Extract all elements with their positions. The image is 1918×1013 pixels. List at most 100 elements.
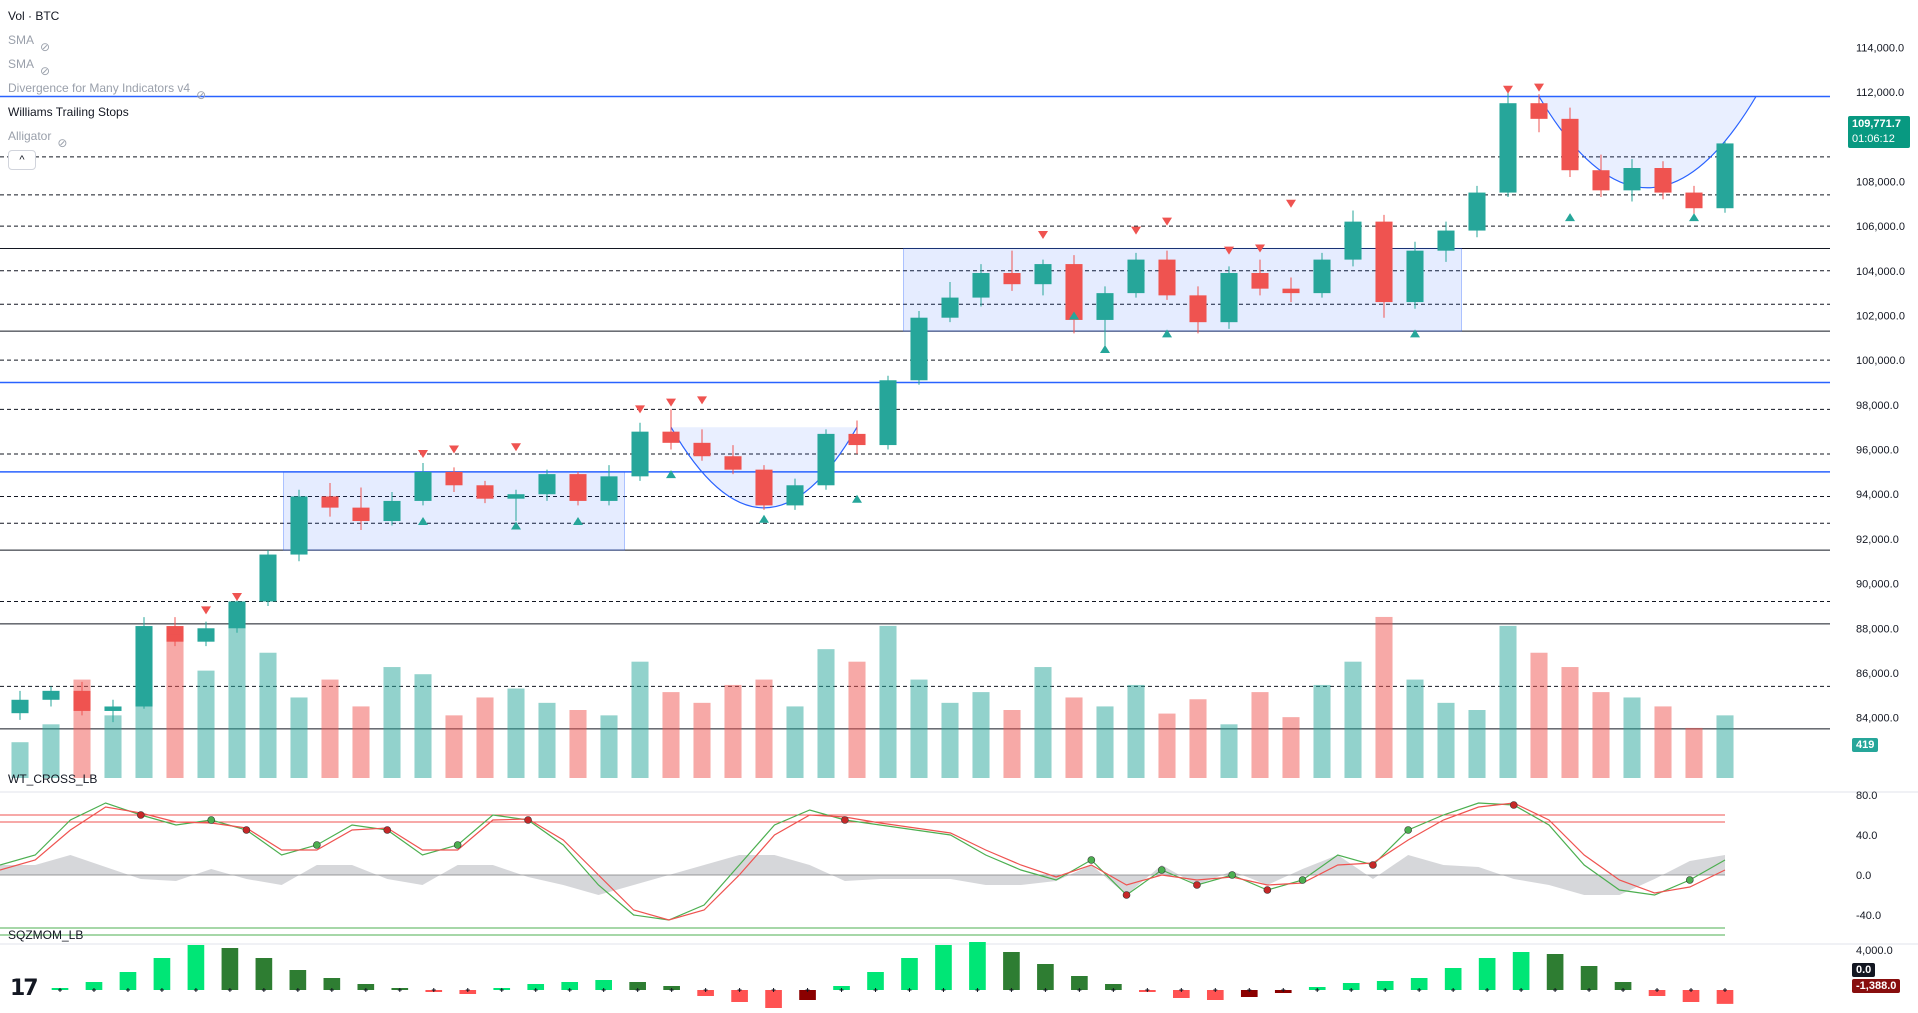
sqz-momentum-bar — [731, 990, 748, 1002]
sqz-zero-marker — [1519, 988, 1524, 992]
candle-body — [259, 554, 277, 602]
sqz-zero-marker — [465, 988, 470, 992]
sqz-zero-marker — [1281, 988, 1286, 992]
hidden-eye-icon[interactable]: ⊘ — [57, 136, 68, 150]
wt-cross-dot — [1122, 891, 1131, 899]
wt-cross-dot — [207, 816, 216, 824]
tradingview-logo[interactable]: 17 — [10, 976, 39, 1001]
volume-bar — [600, 715, 618, 778]
price-axis-tick: 106,000.0 — [1856, 221, 1905, 233]
price-axis-tick: 86,000.0 — [1856, 668, 1899, 680]
sqz-zero-marker — [159, 988, 164, 992]
volume-bar — [507, 688, 525, 778]
sqz-momentum-bar — [289, 970, 307, 990]
candle-body — [445, 471, 463, 486]
candle-body — [135, 626, 153, 707]
legend-divergence[interactable]: Divergence for Many Indicators v4 ⊘ — [8, 76, 210, 102]
sqz-zero-tag: 0.0 — [1852, 963, 1876, 977]
sqz-momentum-bar — [527, 984, 545, 990]
volume-bar — [1158, 713, 1176, 778]
sqz-momentum-bar — [1716, 990, 1734, 1004]
resistance-marker — [201, 606, 211, 615]
sqz-momentum-bar — [1546, 954, 1564, 990]
hidden-eye-icon[interactable]: ⊘ — [196, 88, 207, 102]
wt-cross-dot — [242, 826, 251, 834]
sqz-momentum-bar — [799, 990, 816, 1000]
sqz-zero-marker — [1621, 988, 1626, 992]
candle-body — [1344, 221, 1362, 260]
sqz-zero-marker — [261, 988, 266, 992]
volume-bar — [1127, 684, 1145, 778]
price-axis-tick: 104,000.0 — [1856, 266, 1905, 278]
hidden-eye-icon[interactable]: ⊘ — [40, 64, 51, 78]
sqz-zero-marker — [1077, 988, 1082, 992]
legend-volume[interactable]: Vol · BTC — [8, 4, 210, 28]
collapse-legend-button[interactable]: ^ — [8, 150, 36, 170]
sqz-zero-marker — [1417, 988, 1422, 992]
candle-body — [755, 469, 773, 506]
candle-body — [1468, 192, 1486, 231]
sqz-zero-marker — [703, 988, 708, 992]
legend-williams[interactable]: Williams Trailing Stops — [8, 100, 210, 124]
sqz-zero-marker — [567, 988, 572, 992]
candle-body — [1375, 221, 1393, 303]
candle-body — [1282, 288, 1300, 294]
candle-body — [1561, 118, 1579, 171]
candle-body — [1592, 170, 1610, 191]
volume-bar — [352, 706, 370, 778]
sqz-momentum-bar — [1240, 990, 1258, 997]
sqz-zero-marker — [1315, 988, 1320, 992]
sqz-zero-marker — [601, 988, 606, 992]
wt-cross-dot — [524, 816, 532, 824]
volume-bar — [724, 684, 742, 778]
price-axis-tick: 90,000.0 — [1856, 579, 1899, 591]
sqz-momentum-bar — [629, 982, 646, 990]
legend-sma-1[interactable]: SMA ⊘ — [8, 28, 210, 54]
wt-cross-dot — [453, 841, 462, 849]
volume-bar — [1189, 699, 1207, 778]
sqz-zero-marker — [1553, 988, 1558, 992]
legend-sma-2[interactable]: SMA ⊘ — [8, 52, 210, 78]
support-marker — [1069, 311, 1079, 320]
sqz-momentum-bar — [1003, 952, 1020, 990]
legend-volume-label: Vol · BTC — [8, 9, 60, 23]
legend-alligator[interactable]: Alligator ⊘ — [8, 124, 210, 150]
volume-tag: 419 — [1852, 738, 1879, 752]
candle-body — [662, 431, 680, 443]
volume-bar — [1065, 697, 1083, 778]
price-axis-tick: 102,000.0 — [1856, 310, 1905, 322]
resistance-marker — [232, 593, 242, 601]
support-marker — [573, 517, 583, 526]
sqz-momentum-bar — [323, 978, 341, 990]
candle-body — [11, 699, 29, 714]
volume-bar — [383, 667, 401, 778]
sqz-zero-marker — [975, 988, 980, 992]
sqz-zero-marker — [499, 988, 504, 992]
candle-body — [414, 471, 432, 501]
current-price: 109,771.7 — [1852, 118, 1901, 130]
volume-bar — [879, 625, 897, 778]
support-marker — [1689, 213, 1699, 222]
sqz-zero-marker — [771, 988, 776, 992]
candle-body — [476, 485, 494, 499]
sqz-momentum-bar — [153, 958, 171, 990]
sqz-momentum-bar — [1037, 964, 1054, 990]
sqz-momentum-bar — [595, 980, 612, 990]
price-axis-tick: 84,000.0 — [1856, 713, 1899, 725]
sqz-zero-marker — [1213, 988, 1218, 992]
sqz-zero-marker — [58, 988, 62, 992]
hidden-eye-icon[interactable]: ⊘ — [40, 40, 51, 54]
price-axis-tick: 94,000.0 — [1856, 489, 1899, 501]
volume-bar — [1499, 625, 1517, 778]
candle-body — [42, 690, 60, 700]
sqz-momentum-bar — [765, 990, 782, 1008]
wt-cross-dot — [383, 826, 392, 834]
candle-body — [1189, 295, 1207, 323]
wt-cross-dot — [1193, 881, 1201, 889]
wt-cross-dot — [1228, 871, 1236, 879]
price-axis-tick: 88,000.0 — [1856, 623, 1899, 635]
candle-body — [1499, 103, 1517, 193]
sqz-zero-marker — [125, 988, 130, 992]
candle-body — [383, 500, 401, 522]
